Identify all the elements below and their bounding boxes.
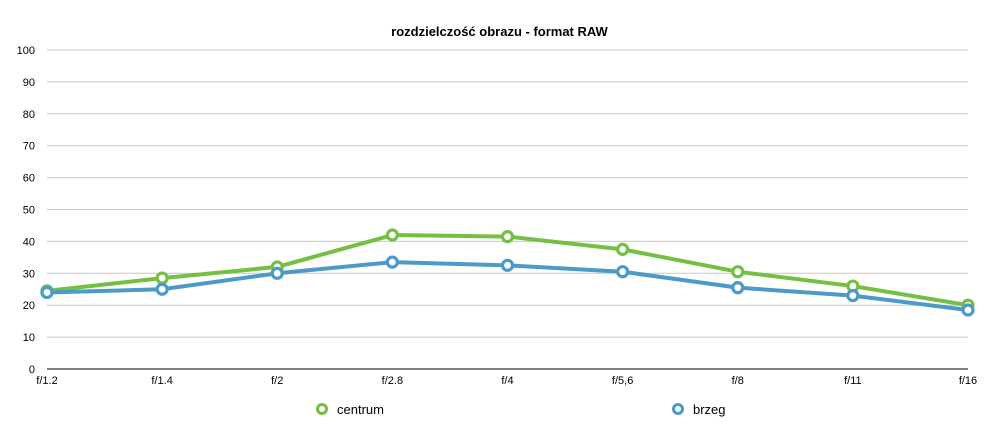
data-point-centrum-f-2-8 <box>385 228 399 242</box>
y-axis-tick-labels: 0 10 20 30 40 50 60 70 80 90 100 <box>17 45 35 376</box>
x-axis-tick-labels: f/1.2 f/1.4 f/2 f/2.8 f/4 f/5,6 f/8 f/11 f/16 <box>36 375 977 387</box>
data-point-centrum-f-5-6 <box>616 242 630 256</box>
x-tick-label-f-11: f/11 <box>844 375 862 387</box>
y-tick-label-60: 60 <box>23 173 35 185</box>
x-tick-label-f-8: f/8 <box>732 375 744 387</box>
data-point-centrum-f-4 <box>500 230 515 244</box>
y-tick-label-0: 0 <box>29 364 35 376</box>
legend-marker-centrum <box>316 403 328 415</box>
series-brzeg <box>40 255 975 317</box>
x-tick-label-f-5-6: f/5,6 <box>612 375 633 387</box>
legend-label-centrum: centrum <box>337 402 384 417</box>
y-tick-label-70: 70 <box>23 141 35 153</box>
data-point-brzeg-f-16 <box>961 303 975 317</box>
x-tick-label-f-4: f/4 <box>501 375 513 387</box>
data-point-brzeg-f-1-4 <box>155 282 169 296</box>
legend: centrum brzeg <box>316 402 726 417</box>
data-point-brzeg-f-2-8 <box>385 255 399 269</box>
x-tick-label-f-1-2: f/1.2 <box>36 375 57 387</box>
y-tick-label-50: 50 <box>23 205 35 217</box>
legend-marker-brzeg <box>672 403 684 415</box>
data-point-brzeg-f-8 <box>731 281 745 295</box>
legend-item-centrum: centrum <box>316 402 384 417</box>
data-point-brzeg-f-2 <box>270 266 284 280</box>
y-tick-label-80: 80 <box>23 109 35 121</box>
y-tick-label-30: 30 <box>23 268 35 280</box>
data-point-brzeg-f-11 <box>846 289 860 303</box>
y-tick-label-10: 10 <box>23 332 35 344</box>
y-tick-label-100: 100 <box>17 45 35 57</box>
x-tick-label-f-2: f/2 <box>271 375 283 387</box>
series-lines <box>40 228 975 317</box>
x-tick-label-f-16: f/16 <box>959 375 977 387</box>
x-tick-label-f-2-8: f/2.8 <box>382 375 403 387</box>
y-tick-label-90: 90 <box>23 77 35 89</box>
data-point-brzeg-f-5-6 <box>616 265 630 279</box>
data-point-brzeg-f-4 <box>500 258 515 272</box>
chart-title: rozdzielczość obrazu - format RAW <box>391 24 608 39</box>
x-tick-label-f-1-4: f/1.4 <box>151 375 172 387</box>
data-point-centrum-f-8 <box>731 265 745 279</box>
y-tick-label-40: 40 <box>23 236 35 248</box>
legend-label-brzeg: brzeg <box>693 402 726 417</box>
y-tick-label-20: 20 <box>23 300 35 312</box>
gridlines <box>47 49 968 370</box>
legend-item-brzeg: brzeg <box>672 402 726 417</box>
data-point-centrum-f-1-4 <box>155 271 169 285</box>
data-point-brzeg-f-1-2 <box>40 285 54 300</box>
